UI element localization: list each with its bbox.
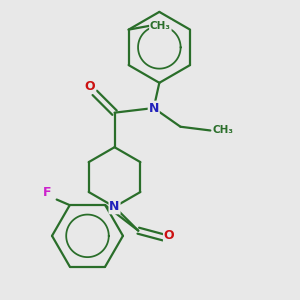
Text: CH₃: CH₃	[150, 21, 171, 31]
Text: N: N	[148, 101, 159, 115]
Text: O: O	[164, 229, 174, 242]
Text: N: N	[110, 200, 120, 213]
Text: F: F	[43, 186, 52, 199]
Text: CH₃: CH₃	[213, 125, 234, 136]
Text: O: O	[85, 80, 95, 93]
